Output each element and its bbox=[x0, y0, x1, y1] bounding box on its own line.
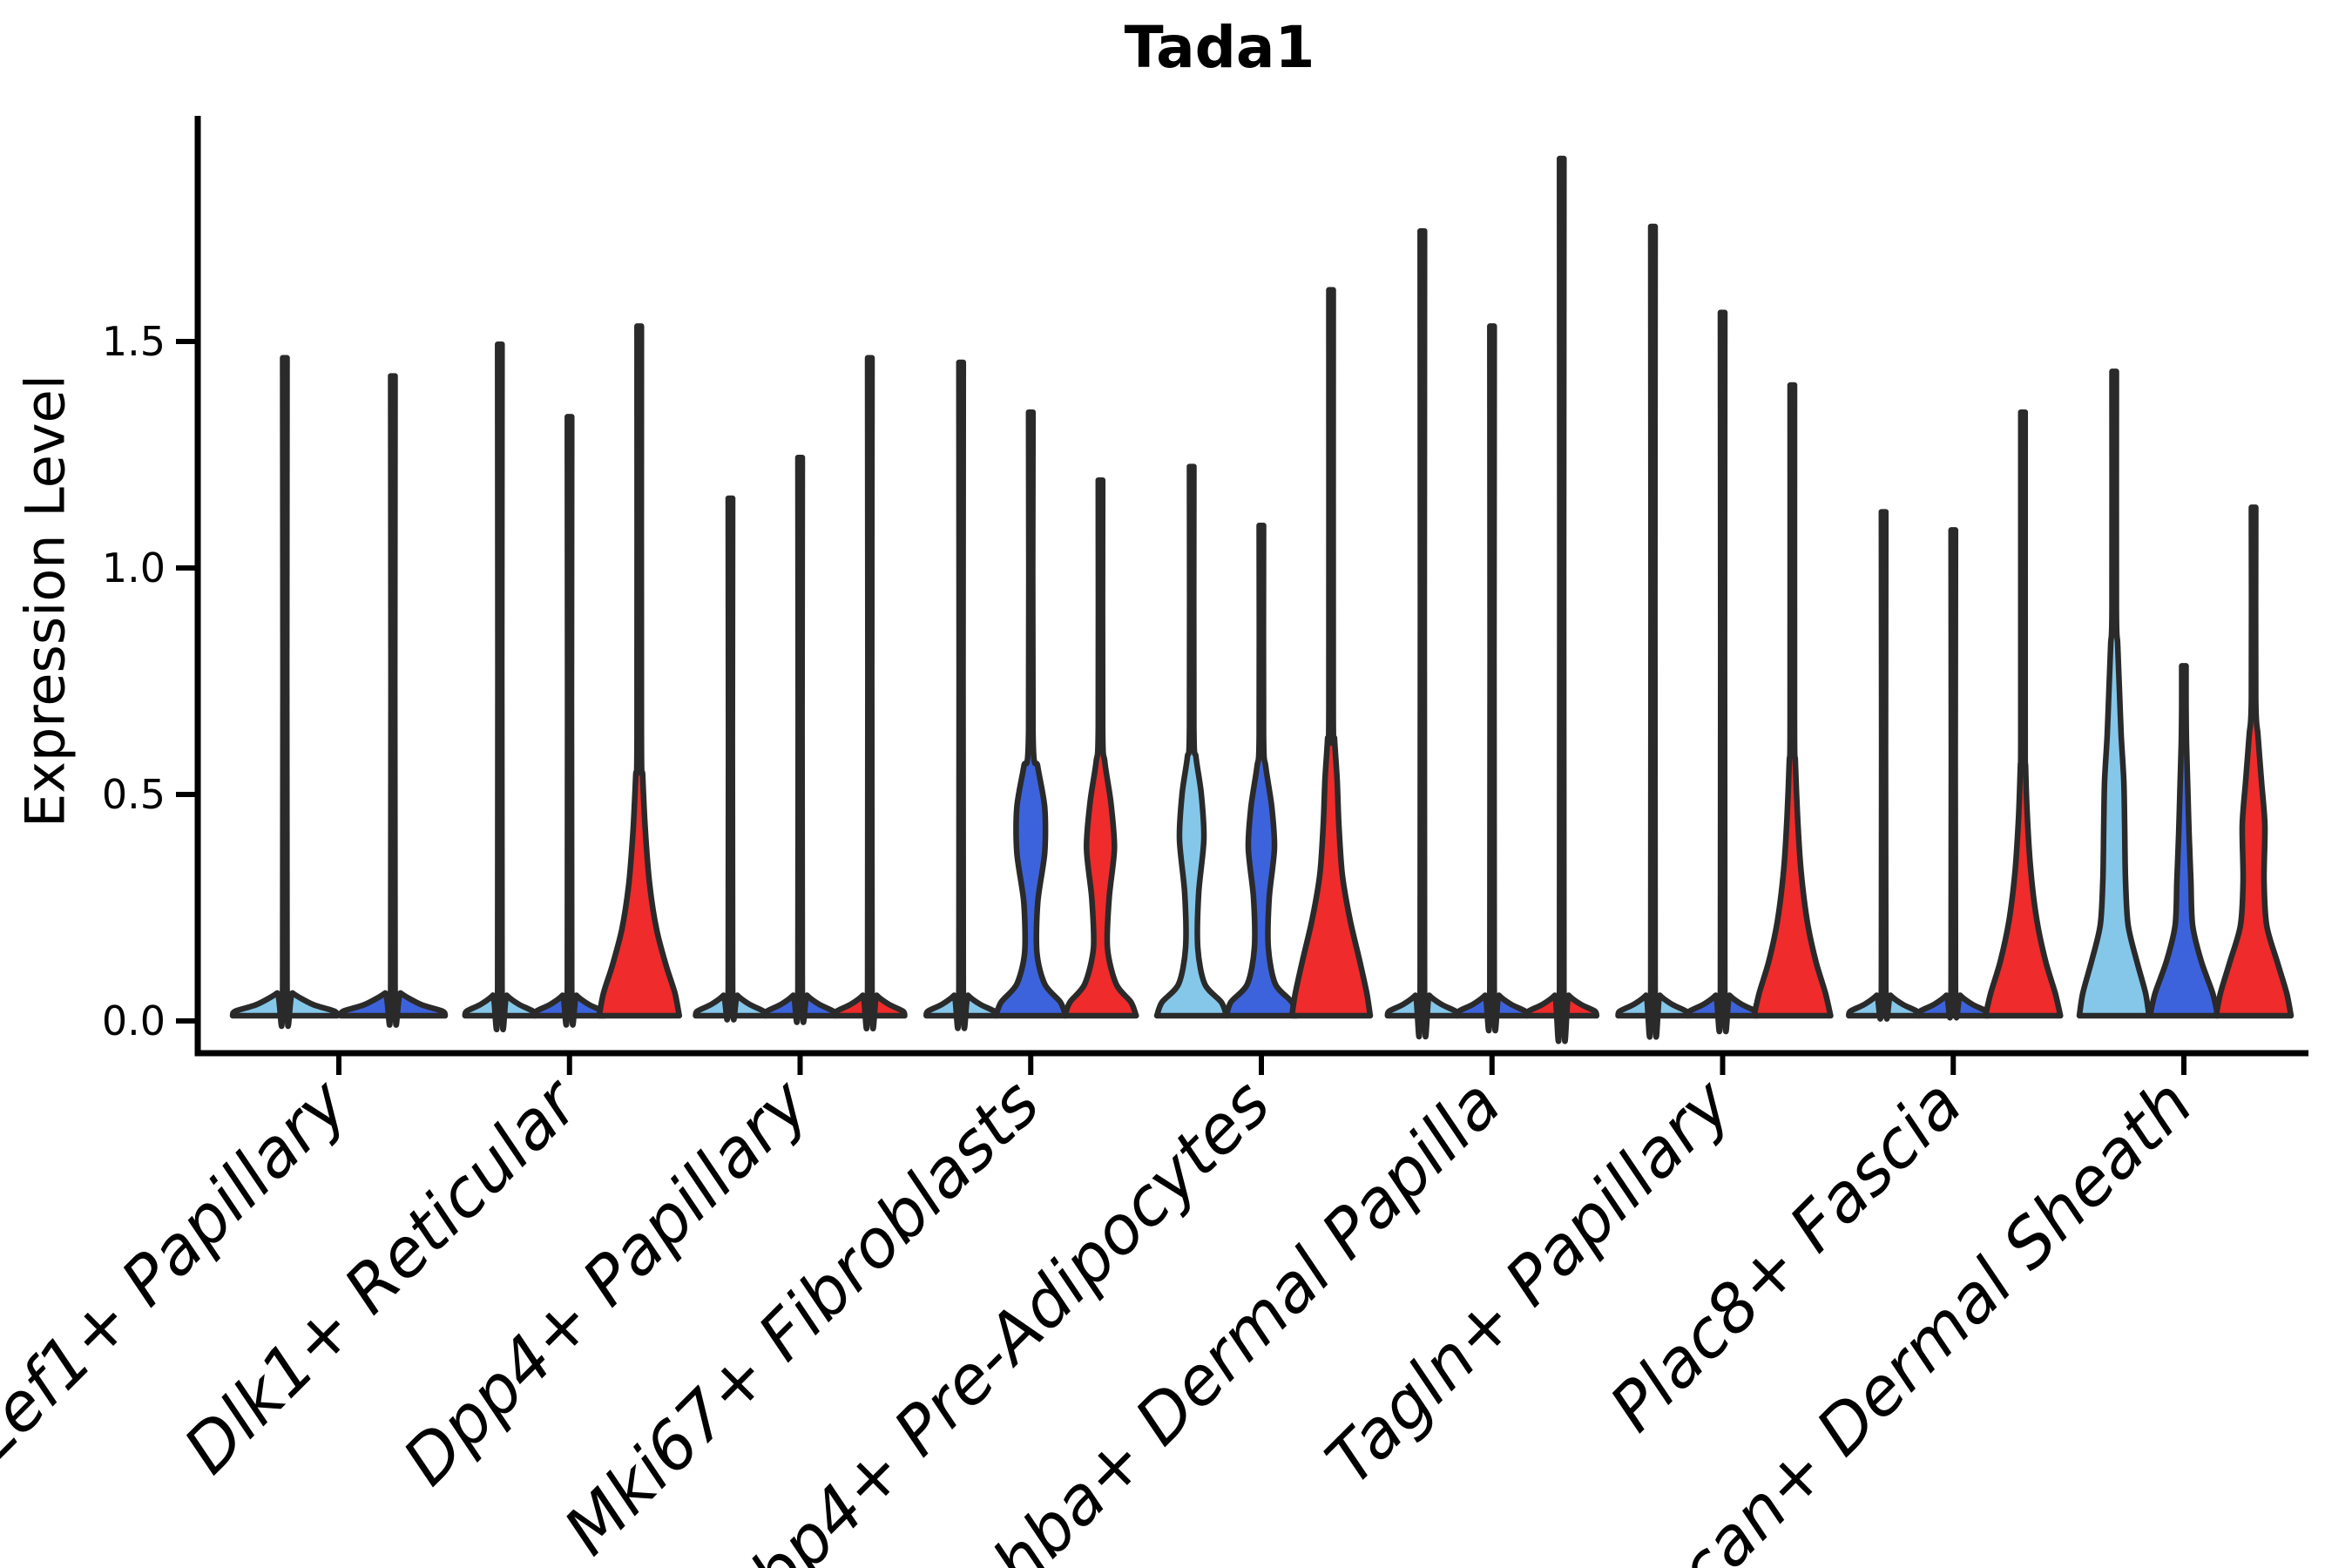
violin-1-2 bbox=[596, 323, 683, 1019]
category-label-0: Lef1+ Papillary bbox=[0, 1064, 362, 1476]
violin-3-2 bbox=[1062, 476, 1139, 1019]
violin-3-0 bbox=[923, 359, 999, 1031]
violin-4-0 bbox=[1153, 463, 1230, 1019]
violin-8-2 bbox=[2213, 504, 2295, 1019]
violin-6-1 bbox=[1685, 309, 1761, 1035]
violin-4-1 bbox=[1223, 522, 1300, 1019]
violin-1-1 bbox=[531, 414, 608, 1028]
y-tick-label: 1.5 bbox=[102, 318, 166, 365]
page-title: Tada1 bbox=[1124, 14, 1315, 81]
violin-2-1 bbox=[762, 454, 838, 1025]
violin-5-0 bbox=[1384, 227, 1461, 1040]
violin-2-0 bbox=[693, 495, 768, 1023]
violin-5-2 bbox=[1524, 155, 1600, 1044]
violin-5-1 bbox=[1454, 323, 1531, 1034]
violin-0-0 bbox=[229, 355, 341, 1030]
violin-4-2 bbox=[1288, 287, 1374, 1019]
violin-7-2 bbox=[1983, 409, 2064, 1019]
category-label-6: Tagln+ Papillary bbox=[1311, 1064, 1747, 1499]
category-label-1: Dlk1+ Reticular bbox=[169, 1061, 596, 1488]
violin-0-1 bbox=[337, 373, 449, 1028]
y-tick-label: 1.0 bbox=[102, 544, 166, 591]
violin-2-2 bbox=[832, 355, 908, 1031]
violin-1-0 bbox=[462, 341, 538, 1032]
violin-7-0 bbox=[1846, 509, 1922, 1022]
y-tick-label: 0.0 bbox=[102, 997, 166, 1044]
violin-3-1 bbox=[993, 409, 1069, 1019]
violin-6-0 bbox=[1615, 223, 1691, 1040]
category-label-2: Dpp4+ Papillary bbox=[388, 1064, 824, 1500]
violin-7-1 bbox=[1916, 527, 1991, 1021]
violin-8-1 bbox=[2146, 663, 2221, 1019]
y-tick-label: 0.5 bbox=[102, 771, 166, 818]
violin-6-2 bbox=[1751, 382, 1834, 1019]
violin-8-0 bbox=[2076, 368, 2153, 1019]
